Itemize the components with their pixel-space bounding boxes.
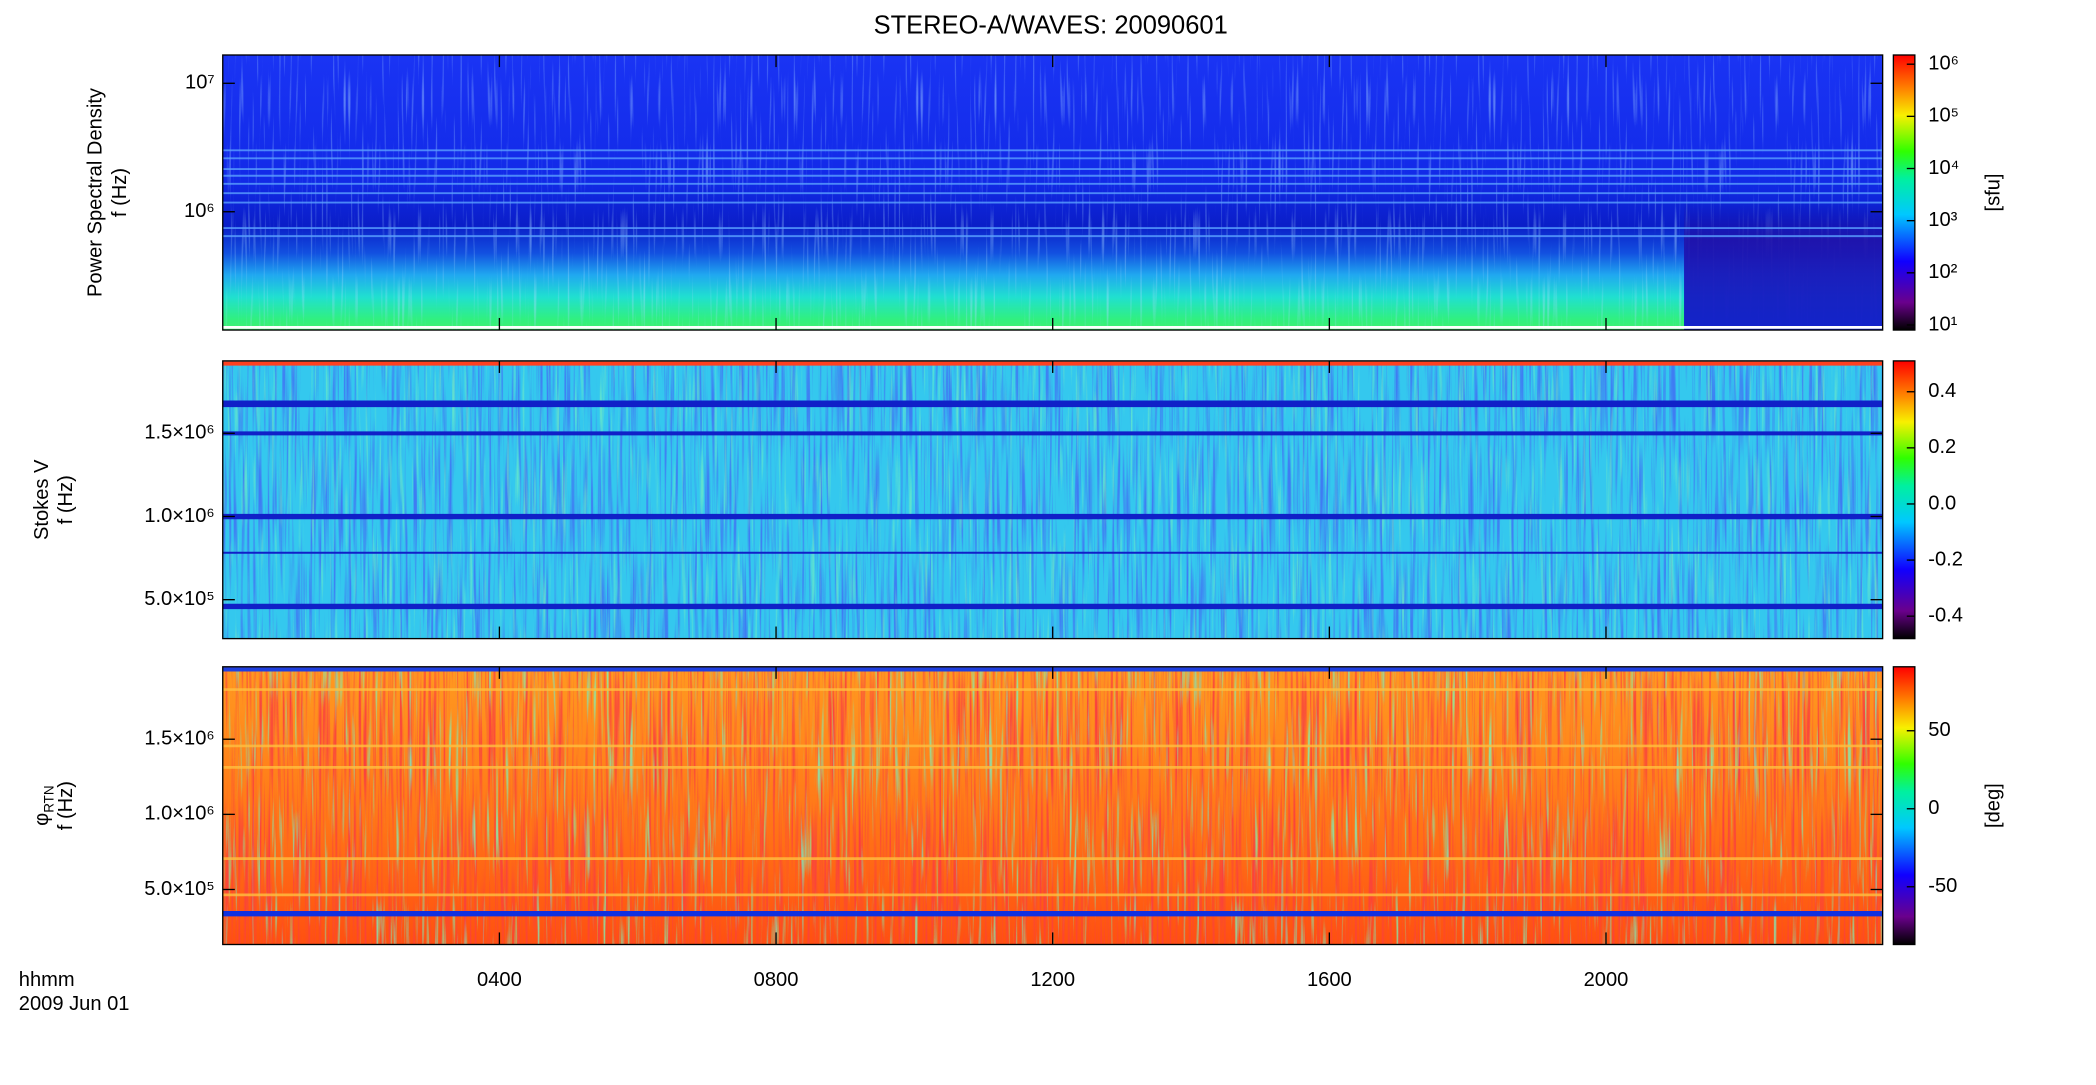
y-axis-label-text: φ — [31, 813, 53, 826]
y-tick-label: 5.0×10⁵ — [144, 588, 214, 610]
y-tick-label: 10⁶ — [184, 200, 215, 222]
y-axis-label-text: f (Hz) — [109, 168, 131, 217]
x-tick-label: 2000 — [1584, 969, 1629, 991]
colorbar-label: [sfu] — [1982, 174, 2004, 212]
y-axis-label-text: Power Spectral Density — [85, 87, 107, 297]
colorbar-tick-label: 10⁵ — [1928, 105, 1959, 127]
colorbar-tick-label: 0.4 — [1928, 380, 1956, 402]
colorbar-tick-label: 50 — [1928, 719, 1950, 741]
colorbar-tick-label: 0 — [1928, 797, 1939, 819]
x-tick-label: 0800 — [754, 969, 799, 991]
y-tick-label: 1.5×10⁶ — [144, 422, 214, 444]
colorbar-label: [deg] — [1982, 783, 2004, 828]
y-tick-label: 1.0×10⁶ — [144, 505, 214, 527]
spectrogram-psd — [222, 55, 1883, 331]
colorbar — [1892, 360, 1916, 640]
colorbar-tick-label: 10² — [1928, 261, 1957, 283]
y-tick-label: 1.0×10⁶ — [144, 803, 214, 825]
y-axis-label-text: f (Hz) — [55, 781, 77, 830]
y-axis-label-text: Stokes V — [31, 459, 53, 540]
colorbar-tick-label: 10³ — [1928, 209, 1957, 231]
y-axis-label-text: f (Hz) — [55, 475, 77, 524]
y-axis-label: φRTN — [31, 785, 56, 825]
x-tick-label: 1200 — [1030, 969, 1075, 991]
spectrogram-phi — [222, 666, 1883, 945]
y-axis-label: Power Spectral Density — [85, 87, 107, 297]
colorbar-tick-label: 10⁶ — [1928, 53, 1959, 75]
colorbar-tick-label: 10⁴ — [1928, 157, 1959, 179]
y-axis-label: f (Hz) — [109, 168, 131, 217]
y-axis-label-subscript: RTN — [41, 785, 56, 812]
colorbar-tick-label: 10¹ — [1928, 313, 1957, 335]
y-tick-label: 1.5×10⁶ — [144, 728, 214, 750]
colorbar-tick-label: -0.2 — [1928, 548, 1963, 570]
colorbar-tick-label: -50 — [1928, 875, 1957, 897]
colorbar-tick-label: 0.0 — [1928, 492, 1956, 514]
date-label: 2009 Jun 01 — [19, 993, 130, 1015]
y-axis-label: f (Hz) — [55, 475, 77, 524]
x-tick-label: 0400 — [477, 969, 522, 991]
colorbar-tick-label: 0.2 — [1928, 436, 1956, 458]
x-tick-label: 1600 — [1307, 969, 1352, 991]
spectrogram-stokes — [222, 360, 1883, 639]
y-tick-label: 10⁷ — [185, 72, 215, 94]
colorbar — [1892, 666, 1916, 946]
chart-title: STEREO-A/WAVES: 20090601 — [874, 12, 1228, 40]
y-tick-label: 5.0×10⁵ — [144, 878, 214, 900]
colorbar — [1892, 54, 1916, 331]
y-axis-label: Stokes V — [31, 459, 53, 540]
time-axis-label: hhmm — [19, 969, 75, 991]
y-axis-label: f (Hz) — [55, 781, 77, 830]
colorbar-tick-label: -0.4 — [1928, 604, 1963, 626]
